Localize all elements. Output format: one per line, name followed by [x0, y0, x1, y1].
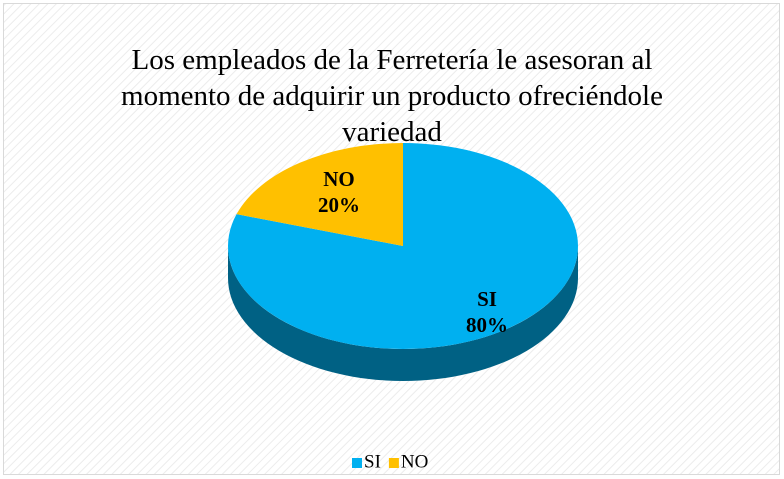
data-label-category: NO	[323, 167, 355, 191]
data-label-value: 80%	[466, 313, 508, 337]
legend-label: NO	[401, 451, 428, 472]
pie-side	[228, 246, 578, 381]
pie-slice	[236, 143, 403, 246]
data-label-value: 20%	[318, 193, 360, 217]
chart-title: Los empleados de la Ferretería le asesor…	[121, 44, 663, 148]
legend-label: SI	[364, 451, 381, 472]
legend-swatch	[352, 458, 362, 468]
data-label-category: SI	[477, 287, 497, 311]
legend-swatch	[388, 458, 399, 468]
